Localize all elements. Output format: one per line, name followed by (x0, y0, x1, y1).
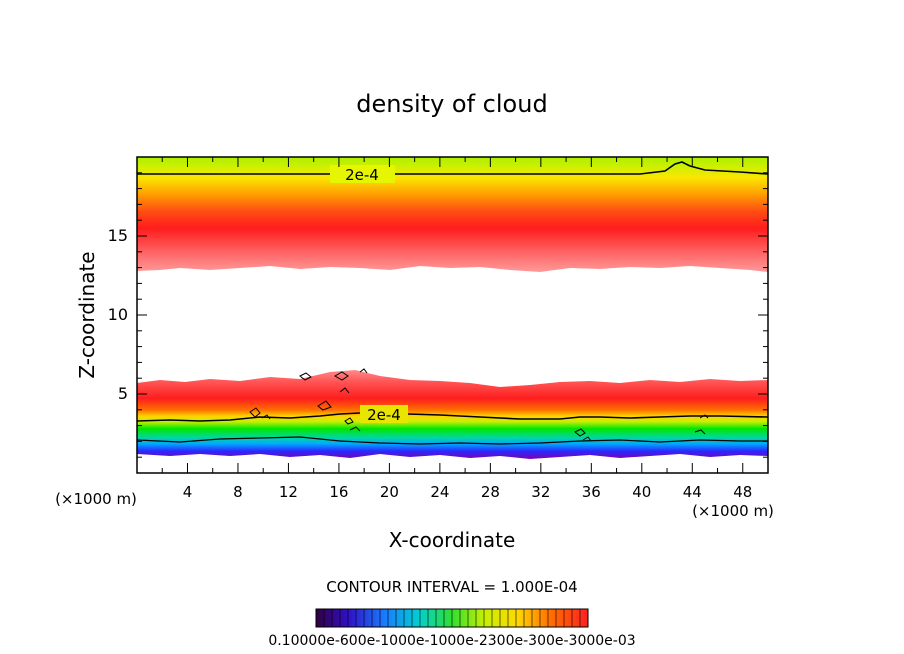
contour-noise (249, 368, 709, 442)
x-tick-label: 28 (481, 483, 500, 501)
contour-label-bg-upper (330, 165, 395, 183)
x-tick-label: 32 (531, 483, 550, 501)
x-tick-label: 4 (183, 483, 193, 501)
contour-label-bg-lower (360, 405, 408, 423)
x-tick-label: 16 (329, 483, 348, 501)
x-unit-left: (×1000 m) (55, 490, 137, 508)
x-tick-label: 40 (632, 483, 651, 501)
x-axis: 4 8 12 16 20 24 28 32 36 40 44 48 (161, 157, 769, 501)
contour-line-lower (137, 412, 768, 422)
y-tick-label: 5 (118, 384, 128, 403)
contour-line-upper (137, 161, 768, 175)
y-tick-label: 15 (108, 226, 128, 245)
x-tick-label: 44 (683, 483, 702, 501)
x-tick-label: 48 (733, 483, 752, 501)
y-axis: 5 10 15 (108, 172, 768, 458)
x-tick-label: 12 (279, 483, 298, 501)
lower-cloud-layer (137, 370, 768, 459)
x-tick-label: 36 (582, 483, 601, 501)
contour-label-upper: 2e-4 (345, 166, 379, 184)
contour-interval-text: CONTOUR INTERVAL = 1.000E-04 (326, 578, 577, 596)
upper-cloud-layer (137, 157, 768, 272)
y-axis-label: Z-coordinate (75, 251, 99, 378)
x-tick-label: 8 (233, 483, 243, 501)
x-unit-right: (×1000 m) (692, 502, 774, 520)
contour-label-lower: 2e-4 (367, 406, 401, 424)
colorbar-tick-labels: 0.10000e-600e-1000e-1000e-2300e-300e-300… (268, 633, 635, 649)
x-tick-label: 24 (430, 483, 449, 501)
chart-title: density of cloud (356, 90, 547, 118)
x-tick-label: 20 (380, 483, 399, 501)
y-tick-label: 10 (108, 305, 128, 324)
colorbar-bands (323, 609, 581, 627)
contour-line-lower-2 (137, 436, 768, 445)
plot-area (137, 157, 768, 459)
x-axis-label: X-coordinate (389, 528, 516, 552)
